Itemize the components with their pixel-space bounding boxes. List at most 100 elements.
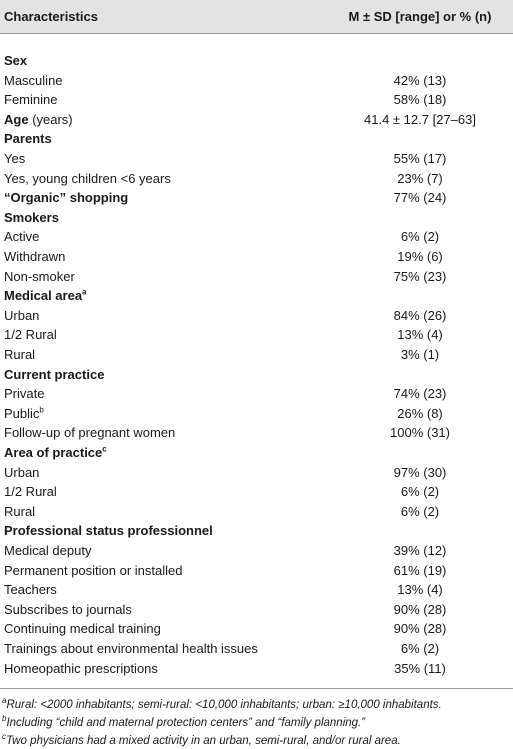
row-value: 6% (2) <box>400 641 440 656</box>
row-label: Parents <box>4 131 52 147</box>
row-label: 1/2 Rural <box>4 484 57 500</box>
row-label: Non-smoker <box>4 268 75 284</box>
table-row: Subscribes to journals 90% (28) <box>0 600 513 620</box>
row-label-cell: Urban <box>4 463 39 483</box>
header-cell: Characteristics <box>4 9 98 24</box>
footnote: cTwo physicians had a mixed activity in … <box>2 732 401 747</box>
row-label-cell: Homeopathic prescriptions <box>4 659 158 679</box>
row-value: 100% (31) <box>390 425 450 441</box>
row-label: Subscribes to journals <box>4 601 132 617</box>
table-row: Private 74% (23) <box>0 384 513 404</box>
table-header: Characteristics M ± SD [range] or % (n) <box>0 0 513 34</box>
row-label: Continuing medical training <box>4 621 161 637</box>
footnote-text: Two physicians had a mixed activity in a… <box>6 735 401 747</box>
table-row: “Organic” shopping 77% (24) <box>0 188 513 208</box>
row-label-cell: Current practice <box>4 365 104 385</box>
table-row: Follow-up of pregnant women 100% (31) <box>0 423 513 443</box>
row-label: Follow-up of pregnant women <box>4 425 176 441</box>
row-label: Urban <box>4 307 40 323</box>
row-value: 6% (2) <box>400 503 440 519</box>
row-label: Feminine <box>4 92 58 108</box>
row-label: Rural <box>4 347 36 362</box>
row-value: 3% (1) <box>400 347 440 362</box>
row-value: 58% (18) <box>393 92 447 108</box>
row-label: Active <box>4 229 40 245</box>
table-row: Non-smoker 75% (23) <box>0 267 513 287</box>
row-label: Permanent position or installed <box>4 562 183 578</box>
table-row: Permanent position or installed 61% (19) <box>0 561 513 581</box>
row-label: Withdrawn <box>4 249 66 264</box>
table-row: Continuing medical training 90% (28) <box>0 619 513 639</box>
table-row: Yes 55% (17) <box>0 149 513 169</box>
row-value: 13% (4) <box>397 582 443 598</box>
row-value: 35% (11) <box>394 660 446 676</box>
table-row: Age (years) 41.4 ± 12.7 [27–63] <box>0 110 513 130</box>
row-label: Rural <box>4 503 36 519</box>
row-label-cell: Continuing medical training <box>4 619 161 639</box>
table-row: Publicb 26% (8) <box>0 404 513 424</box>
row-label-cell: Urban <box>4 306 39 326</box>
row-label-cell: Feminine <box>4 90 57 110</box>
row-label-cell: Subscribes to journals <box>4 600 132 620</box>
row-label-cell: Medical areaa <box>4 286 87 306</box>
row-value: 23% (7) <box>397 170 443 186</box>
table-row: Medical deputy 39% (12) <box>0 541 513 561</box>
row-value: 41.4 ± 12.7 [27–63] <box>364 111 476 127</box>
row-value: 61% (19) <box>393 562 447 578</box>
row-label: Masculine <box>4 72 63 88</box>
row-label: Medical area <box>4 288 83 304</box>
row-label-cell: Publicb <box>4 404 44 424</box>
row-label-cell: Area of practicec <box>4 443 107 463</box>
row-value: 77% (24) <box>393 190 447 206</box>
row-label: Age <box>4 111 29 127</box>
table-row: Parents <box>0 129 513 149</box>
row-label-cell: Follow-up of pregnant women <box>4 423 175 443</box>
footnote-mark: c <box>2 732 6 742</box>
table-row: Masculine 42% (13) <box>0 71 513 91</box>
table-row: Area of practicec <box>0 443 513 463</box>
row-label-unit: (years) <box>32 111 73 127</box>
row-value: 74% (23) <box>393 386 447 402</box>
row-label-cell: Non-smoker <box>4 267 75 287</box>
row-label-cell: Rural <box>4 502 35 522</box>
row-label: Homeopathic prescriptions <box>4 660 158 676</box>
table-row: Trainings about environmental health iss… <box>0 639 513 659</box>
footnote-mark: b <box>2 714 7 724</box>
footnote: bIncluding “child and maternal protectio… <box>2 714 366 729</box>
row-label-cell: Smokers <box>4 208 59 228</box>
table-row: Sex <box>0 51 513 71</box>
row-label: Area of practice <box>4 445 103 460</box>
table-row: 1/2 Rural 6% (2) <box>0 482 513 502</box>
row-label: Teachers <box>4 582 57 598</box>
row-value: 39% (12) <box>393 543 447 558</box>
footnote: aRural: <2000 inhabitants; semi-rural: <… <box>2 696 442 711</box>
row-label: Medical deputy <box>4 543 92 558</box>
row-label: Current practice <box>4 366 105 382</box>
header-cell: M ± SD [range] or % (n) <box>348 9 492 24</box>
row-label-cell: Professional status professionnel <box>4 521 213 541</box>
row-value: 6% (2) <box>400 484 440 500</box>
row-label-cell: Yes, young children <6 years <box>4 169 171 189</box>
row-value: 26% (8) <box>397 405 443 421</box>
row-label-cell: Trainings about environmental health iss… <box>4 639 258 659</box>
row-value: 13% (4) <box>397 327 443 343</box>
row-label: Sex <box>4 53 28 68</box>
row-value: 42% (13) <box>393 72 447 88</box>
row-value: 97% (30) <box>393 464 447 480</box>
table-row: 1/2 Rural 13% (4) <box>0 325 513 345</box>
table-rule <box>0 688 513 689</box>
table-row: Professional status professionnel <box>0 521 513 541</box>
table-row: Homeopathic prescriptions 35% (11) <box>0 659 513 679</box>
row-label: 1/2 Rural <box>4 327 57 343</box>
table-row: Feminine 58% (18) <box>0 90 513 110</box>
row-label: Trainings about environmental health iss… <box>4 641 258 656</box>
row-label: Smokers <box>4 209 59 225</box>
table-row: Rural 6% (2) <box>0 502 513 522</box>
row-value: 6% (2) <box>400 229 440 245</box>
footnote-text: Including “child and maternal protection… <box>6 717 366 729</box>
table-row: Active 6% (2) <box>0 227 513 247</box>
footnote-mark: a <box>2 696 7 706</box>
table-row: Urban 97% (30) <box>0 463 513 483</box>
row-value: 19% (6) <box>397 249 443 264</box>
table-row: Yes, young children <6 years 23% (7) <box>0 169 513 189</box>
